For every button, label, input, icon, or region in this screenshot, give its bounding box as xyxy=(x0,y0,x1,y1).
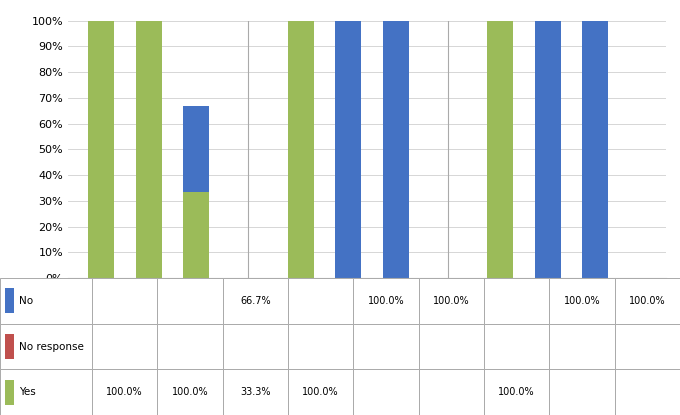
Text: 100.0%: 100.0% xyxy=(433,296,470,306)
Bar xyxy=(484,324,549,369)
Bar xyxy=(5,380,14,405)
Bar xyxy=(183,106,209,278)
Text: No: No xyxy=(19,296,33,306)
Bar xyxy=(549,278,615,324)
Text: 100.0%: 100.0% xyxy=(498,387,535,397)
Text: Yes: Yes xyxy=(19,387,36,397)
Text: 100.0%: 100.0% xyxy=(171,387,208,397)
Text: 66.7%: 66.7% xyxy=(240,296,271,306)
Bar xyxy=(353,278,419,324)
Bar xyxy=(419,324,484,369)
Bar xyxy=(288,278,353,324)
Bar xyxy=(222,324,288,369)
Bar xyxy=(335,21,361,278)
Bar xyxy=(0,369,92,415)
Bar xyxy=(615,324,680,369)
Text: 100.0%: 100.0% xyxy=(629,296,666,306)
Text: 100.0%: 100.0% xyxy=(302,387,339,397)
Text: Indicisiveness: Indicisiveness xyxy=(110,317,188,327)
Bar xyxy=(88,21,114,278)
Text: 33.3%: 33.3% xyxy=(240,387,271,397)
Bar xyxy=(288,324,353,369)
Bar xyxy=(183,193,209,278)
Bar xyxy=(353,324,419,369)
Bar xyxy=(288,369,353,415)
Text: No response: No response xyxy=(19,342,84,352)
Bar xyxy=(0,278,92,324)
Bar xyxy=(615,369,680,415)
Text: 100.0%: 100.0% xyxy=(106,387,143,397)
Bar xyxy=(92,369,157,415)
Bar xyxy=(222,369,288,415)
Bar xyxy=(419,369,484,415)
Bar xyxy=(288,21,313,278)
Text: Unfair evaluation of staff
performance: Unfair evaluation of staff performance xyxy=(478,317,617,339)
Bar xyxy=(582,21,608,278)
Bar xyxy=(534,21,561,278)
Bar xyxy=(92,278,157,324)
Bar xyxy=(5,334,14,359)
Bar xyxy=(353,369,419,415)
Bar xyxy=(484,278,549,324)
Bar xyxy=(419,278,484,324)
Bar xyxy=(615,278,680,324)
Bar xyxy=(549,324,615,369)
Bar xyxy=(549,369,615,415)
Bar xyxy=(157,369,222,415)
Bar xyxy=(383,21,409,278)
Text: Unfairness: Unfairness xyxy=(319,317,378,327)
Bar xyxy=(157,324,222,369)
Bar xyxy=(5,288,14,313)
Bar xyxy=(484,369,549,415)
Bar xyxy=(136,21,162,278)
Bar xyxy=(92,324,157,369)
Bar xyxy=(0,324,92,369)
Bar xyxy=(487,21,513,278)
Bar xyxy=(157,278,222,324)
Text: 100.0%: 100.0% xyxy=(564,296,600,306)
Bar xyxy=(222,278,288,324)
Text: 100.0%: 100.0% xyxy=(368,296,404,306)
